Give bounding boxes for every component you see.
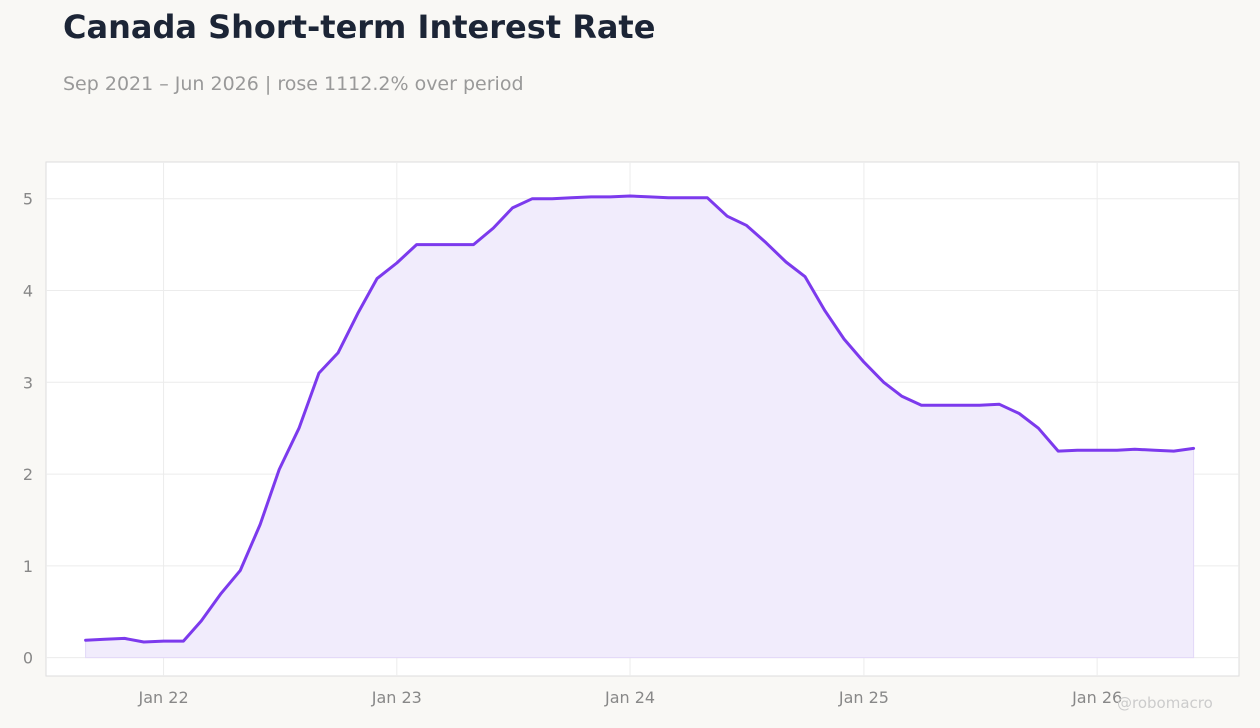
y-tick-label: 4: [23, 282, 33, 301]
y-tick-label: 0: [23, 649, 33, 668]
watermark: @robomacro: [1117, 694, 1213, 712]
y-tick-label: 5: [23, 190, 33, 209]
x-tick-label: Jan 26: [1071, 688, 1122, 707]
chart-subtitle: Sep 2021 – Jun 2026 | rose 1112.2% over …: [63, 73, 524, 95]
x-tick-label: Jan 23: [371, 688, 422, 707]
x-axis-ticks: Jan 22 Jan 23 Jan 24 Jan 25 Jan 26: [138, 688, 1123, 707]
series-line: [84, 194, 1196, 644]
x-tick-label: Jan 24: [604, 688, 655, 707]
x-tick-label: Jan 25: [838, 688, 889, 707]
y-tick-label: 2: [23, 465, 33, 484]
chart-title: Canada Short-term Interest Rate: [63, 8, 656, 46]
y-tick-label: 1: [23, 557, 33, 576]
x-tick-label: Jan 22: [138, 688, 189, 707]
y-tick-label: 3: [23, 373, 33, 392]
y-axis-ticks: 0 1 2 3 4 5: [23, 190, 33, 668]
